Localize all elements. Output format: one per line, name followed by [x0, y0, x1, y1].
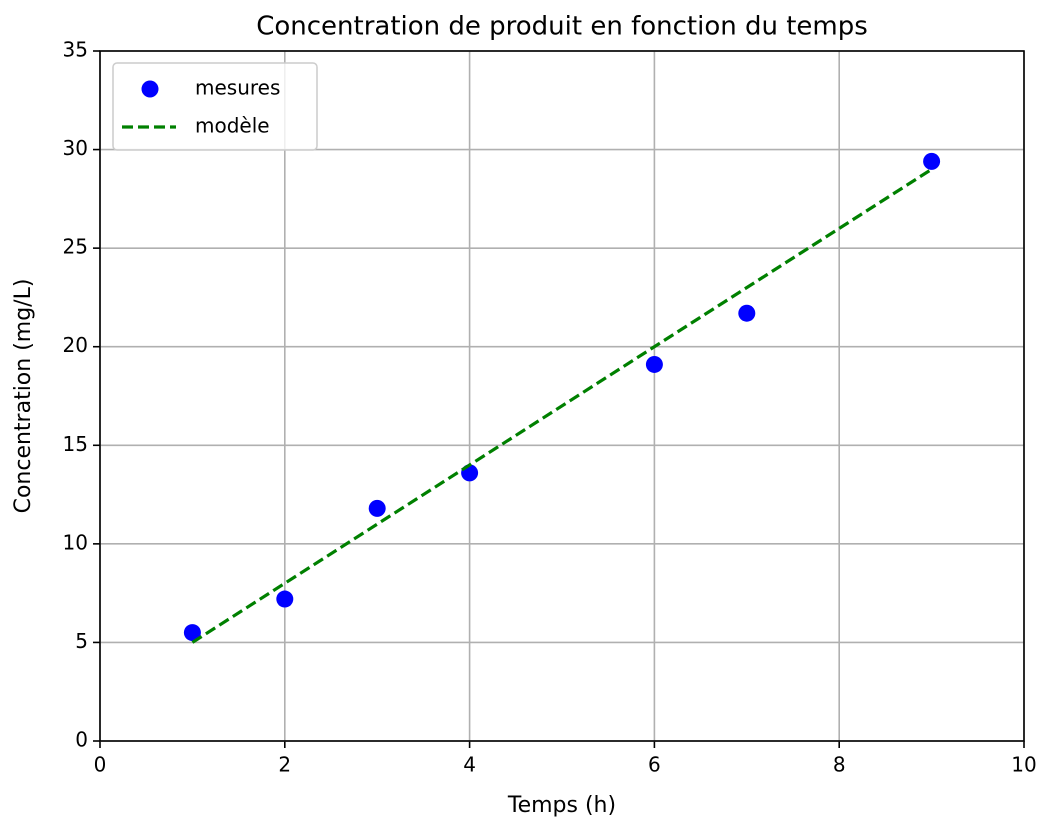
x-tick-label: 8 [833, 753, 846, 777]
data-point [276, 590, 294, 608]
y-tick-label: 25 [63, 235, 88, 259]
legend-marker [141, 80, 159, 98]
data-point [183, 624, 201, 642]
y-tick-label: 10 [63, 530, 88, 554]
y-tick-label: 15 [63, 432, 88, 456]
data-point [923, 152, 941, 170]
y-tick-label: 0 [75, 728, 88, 752]
x-tick-label: 2 [278, 753, 291, 777]
legend-label: mesures [195, 76, 280, 100]
chart-title: Concentration de produit en fonction du … [256, 12, 868, 42]
plot-frame [99, 50, 1025, 742]
model-line [191, 167, 933, 644]
x-tick-label: 0 [94, 753, 107, 777]
x-tick-label: 4 [463, 753, 476, 777]
y-tick-label: 5 [75, 629, 88, 653]
data-point [645, 355, 663, 373]
data-point [738, 304, 756, 322]
data-point [368, 499, 386, 517]
y-tick-label: 35 [63, 38, 88, 62]
y-tick-label: 20 [63, 333, 88, 357]
legend-label: modèle [195, 114, 270, 138]
x-axis-label: Temps (h) [507, 793, 616, 818]
x-tick-label: 10 [1011, 753, 1036, 777]
y-axis-label: Concentration (mg/L) [11, 279, 36, 514]
x-tick-label: 6 [648, 753, 661, 777]
y-tick-label: 30 [63, 136, 88, 160]
